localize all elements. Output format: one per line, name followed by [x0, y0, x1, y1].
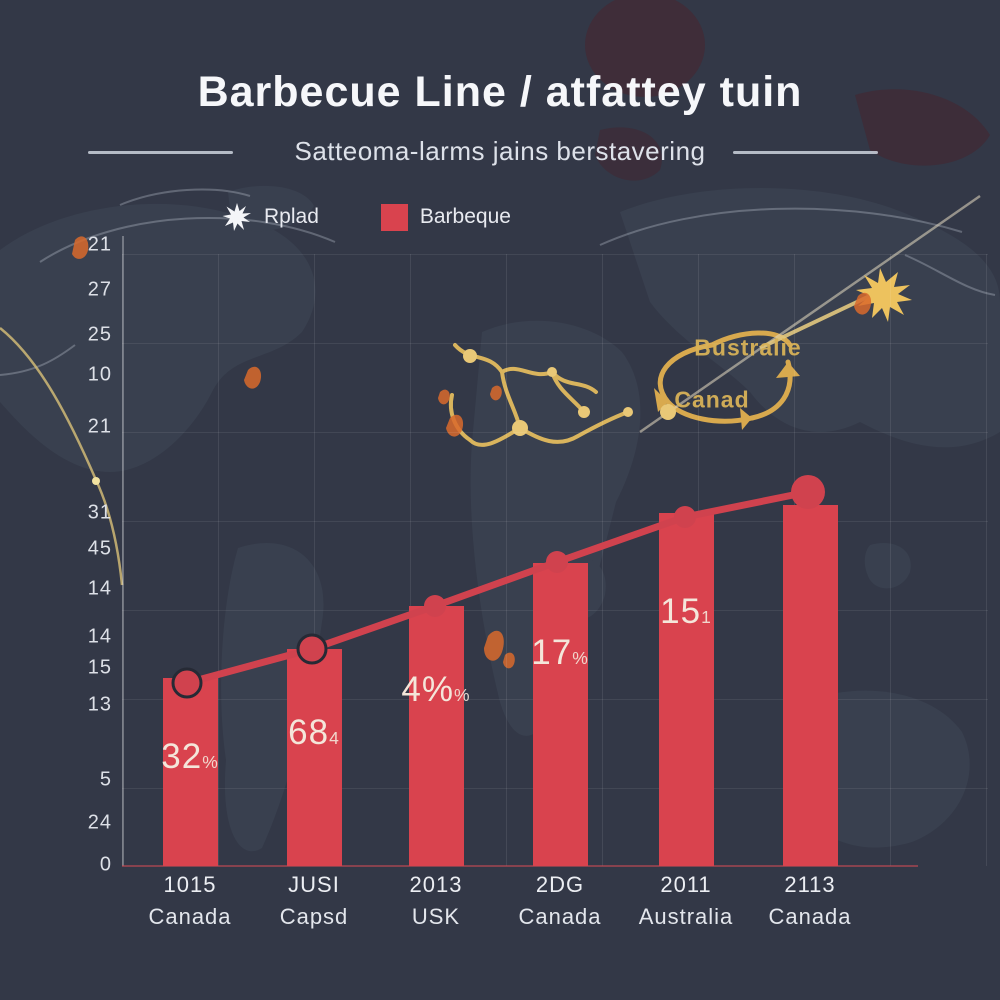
- category-year: 1015: [163, 872, 217, 897]
- category-place: USK: [411, 904, 461, 929]
- category-place: Canada: [148, 904, 232, 929]
- route-node: [92, 477, 100, 485]
- bar: [533, 563, 588, 866]
- bar: [163, 678, 218, 866]
- red-square-swatch-icon: [380, 203, 408, 231]
- subtitle: Satteoma-larms jains berstavering: [294, 136, 706, 166]
- x-axis-category: JUSI Capsd: [280, 872, 349, 930]
- bar-value-sub: %: [202, 752, 219, 772]
- left-route-line: [0, 327, 124, 586]
- coastline-strokes: [0, 188, 996, 376]
- subtitle-rule-right: [733, 151, 878, 154]
- line-data-point: [296, 633, 328, 665]
- y-axis-tick: 27: [87, 278, 112, 301]
- category-year: 2113: [784, 872, 836, 897]
- bar: [409, 606, 464, 866]
- subtitle-rule-left: [88, 151, 233, 154]
- bar-value-label: 32%: [161, 737, 219, 776]
- category-year: 2013: [409, 872, 463, 897]
- starburst-icon: [222, 203, 251, 231]
- trend-line: [186, 488, 809, 687]
- route-node: [660, 404, 676, 420]
- bar-value-label: 4%%: [401, 670, 471, 709]
- page-title: Barbecue Line / atfattey tuin: [197, 68, 803, 116]
- x-axis-category: 2011 Australia: [639, 872, 734, 930]
- category-year: JUSI: [288, 872, 340, 897]
- maroon-map-patches: [585, 0, 990, 181]
- map-annotation-label: Canad: [674, 386, 750, 413]
- y-axis-tick: 21: [87, 415, 112, 438]
- y-axis-tick: 45: [87, 537, 112, 560]
- y-axis-tick: 0: [99, 853, 112, 876]
- chart-legend: Rplad Barbeque: [222, 202, 511, 232]
- y-axis-tick: 14: [87, 625, 112, 648]
- category-place: Canada: [768, 904, 852, 929]
- bar: [659, 513, 714, 866]
- legend-label: Barbeque: [419, 205, 511, 228]
- line-data-point: [674, 506, 696, 528]
- legend-item-barbeque: Barbeque: [380, 203, 511, 231]
- x-axis-line: [122, 865, 918, 867]
- x-axis-category: 2113 Canada: [768, 872, 851, 930]
- map-annotation-label: Bustralie: [694, 334, 802, 361]
- y-axis-tick: 25: [87, 323, 112, 346]
- y-axis-tick: 21: [87, 233, 112, 256]
- flame-accents: [72, 236, 872, 669]
- y-axis: 21 27 25 10 21 31 45 14 14 15 13 5 24 0: [0, 0, 112, 1000]
- bar-value-sub: 1: [701, 607, 712, 627]
- y-axis-tick: 15: [87, 656, 112, 679]
- x-axis-category: 1015 Canada: [148, 872, 231, 930]
- category-place: Canada: [518, 904, 602, 929]
- y-axis-line: [122, 236, 124, 866]
- yellow-network-nodes: [463, 349, 633, 436]
- subtitle-row: Satteoma-larms jains berstavering: [0, 136, 1000, 166]
- y-axis-tick: 13: [87, 693, 112, 716]
- bar-value-sub: %: [454, 685, 471, 705]
- diagonal-route-line: [639, 194, 981, 434]
- x-axis-category: 2DG Canada: [518, 872, 601, 930]
- category-year: 2DG: [535, 872, 585, 897]
- bar-value-sub: 4: [329, 728, 340, 748]
- map-starburst-icon: [856, 268, 912, 322]
- y-axis-tick: 31: [87, 501, 112, 524]
- arrowheads: [654, 362, 800, 430]
- bar-value-label: 151: [660, 592, 712, 631]
- y-axis-tick: 24: [87, 811, 112, 834]
- bar: [287, 649, 342, 866]
- y-axis-tick: 14: [87, 577, 112, 600]
- line-data-point: [791, 475, 825, 509]
- bar-value-label: 684: [288, 713, 340, 752]
- legend-item-rplad: Rplad: [222, 202, 319, 232]
- category-year: 2011: [660, 872, 712, 897]
- line-data-point: [424, 595, 446, 617]
- bar-value-label: 17%: [531, 633, 589, 672]
- bar-value-sub: %: [572, 648, 589, 668]
- y-axis-tick: 10: [87, 363, 112, 386]
- legend-label: Rplad: [264, 205, 319, 228]
- category-place: Australia: [638, 904, 734, 929]
- y-axis-tick: 5: [99, 768, 112, 791]
- line-data-point: [546, 551, 568, 573]
- line-data-point: [171, 667, 203, 699]
- bar: [783, 505, 838, 866]
- x-axis-category: 2013 USK: [410, 872, 463, 930]
- category-place: Capsd: [279, 904, 349, 929]
